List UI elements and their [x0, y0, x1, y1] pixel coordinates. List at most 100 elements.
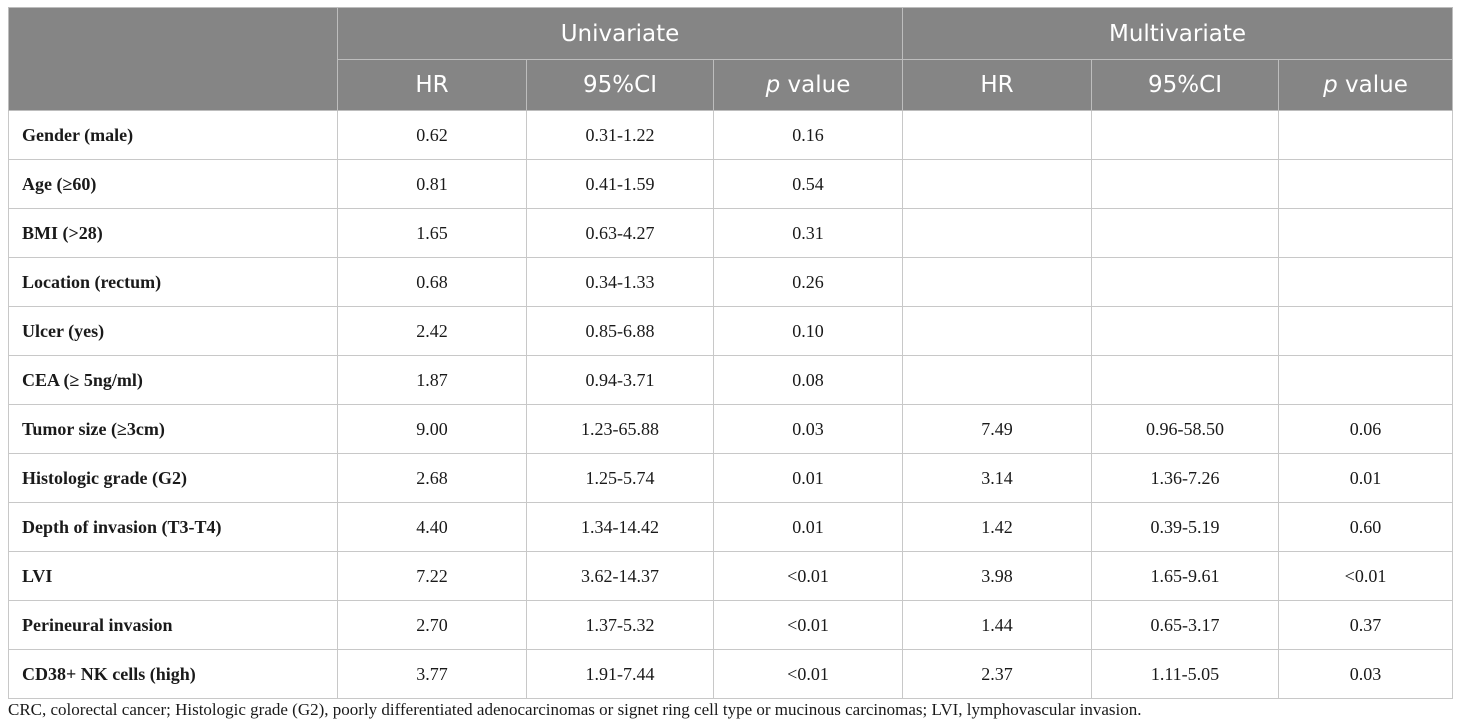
table-row: Age (≥60) 0.81 0.41-1.59 0.54: [8, 159, 1453, 209]
table-row: Tumor size (≥3cm) 9.00 1.23-65.88 0.03 7.49 0…: [8, 404, 1453, 454]
multivariate-hr-cell: 1.44: [902, 600, 1092, 650]
header-univariate-p: p value: [713, 59, 903, 111]
multivariate-p-cell: [1278, 306, 1453, 356]
multivariate-p-cell: [1278, 355, 1453, 405]
multivariate-hr-cell: [902, 208, 1092, 258]
multivariate-p-cell: [1278, 159, 1453, 209]
univariate-ci-cell: 3.62-14.37: [526, 551, 714, 601]
univariate-ci-cell: 1.37-5.32: [526, 600, 714, 650]
header-univariate: Univariate: [337, 7, 903, 60]
univariate-ci-cell: 1.34-14.42: [526, 502, 714, 552]
multivariate-p-cell: [1278, 110, 1453, 160]
multivariate-hr-cell: [902, 159, 1092, 209]
table-footnote: CRC, colorectal cancer; Histologic grade…: [8, 700, 1142, 719]
multivariate-hr-cell: [902, 306, 1092, 356]
multivariate-ci-cell: 0.39-5.19: [1091, 502, 1279, 552]
multivariate-p-cell: 0.60: [1278, 502, 1453, 552]
multivariate-ci-cell: 0.96-58.50: [1091, 404, 1279, 454]
univariate-p-cell: 0.10: [713, 306, 903, 356]
univariate-ci-cell: 0.31-1.22: [526, 110, 714, 160]
univariate-hr-cell: 2.70: [337, 600, 527, 650]
univariate-p-cell: <0.01: [713, 600, 903, 650]
multivariate-p-cell: [1278, 257, 1453, 307]
row-label-cell: Age (≥60): [8, 159, 338, 209]
univariate-p-cell: 0.03: [713, 404, 903, 454]
multivariate-p-cell: <0.01: [1278, 551, 1453, 601]
table-row: Ulcer (yes) 2.42 0.85-6.88 0.10: [8, 306, 1453, 356]
header-multivariate-p: p value: [1278, 59, 1453, 111]
univariate-p-cell: 0.01: [713, 502, 903, 552]
row-label-cell: Ulcer (yes): [8, 306, 338, 356]
table-row: CEA (≥ 5ng/ml) 1.87 0.94-3.71 0.08: [8, 355, 1453, 405]
univariate-hr-cell: 2.42: [337, 306, 527, 356]
univariate-hr-cell: 2.68: [337, 453, 527, 503]
multivariate-ci-cell: [1091, 306, 1279, 356]
univariate-ci-cell: 1.23-65.88: [526, 404, 714, 454]
table-row: LVI 7.22 3.62-14.37 <0.01 3.98 1.65-9.61 <0.01: [8, 551, 1453, 601]
univariate-hr-cell: 0.81: [337, 159, 527, 209]
row-label-cell: Depth of invasion (T3-T4): [8, 502, 338, 552]
header-multivariate-hr: HR: [902, 59, 1092, 111]
univariate-ci-cell: 0.63-4.27: [526, 208, 714, 258]
table-row: Histologic grade (G2) 2.68 1.25-5.74 0.01 3.…: [8, 453, 1453, 503]
multivariate-hr-cell: [902, 110, 1092, 160]
univariate-p-cell: 0.31: [713, 208, 903, 258]
row-label-cell: Gender (male): [8, 110, 338, 160]
row-label-cell: Histologic grade (G2): [8, 453, 338, 503]
univariate-p-cell: <0.01: [713, 551, 903, 601]
header-univariate-ci: 95%CI: [526, 59, 714, 111]
univariate-ci-cell: 0.85-6.88: [526, 306, 714, 356]
multivariate-hr-cell: [902, 355, 1092, 405]
row-label-cell: BMI (>28): [8, 208, 338, 258]
univariate-p-cell: 0.26: [713, 257, 903, 307]
univariate-hr-cell: 0.62: [337, 110, 527, 160]
table-row: BMI (>28) 1.65 0.63-4.27 0.31: [8, 208, 1453, 258]
univariate-p-cell: 0.54: [713, 159, 903, 209]
univariate-hr-cell: 1.87: [337, 355, 527, 405]
univariate-hr-cell: 1.65: [337, 208, 527, 258]
multivariate-ci-cell: [1091, 110, 1279, 160]
header-multivariate-ci: 95%CI: [1091, 59, 1279, 111]
multivariate-ci-cell: [1091, 257, 1279, 307]
univariate-p-cell: 0.01: [713, 453, 903, 503]
multivariate-p-cell: 0.06: [1278, 404, 1453, 454]
table-row: Gender (male) 0.62 0.31-1.22 0.16: [8, 110, 1453, 160]
regression-table: Univariate Multivariate HR 95%CI p value…: [8, 7, 1453, 699]
p-symbol: p: [1323, 72, 1338, 98]
header-row-columns: HR 95%CI p value HR 95%CI p value: [9, 59, 1453, 111]
multivariate-hr-cell: 7.49: [902, 404, 1092, 454]
table-row: Location (rectum) 0.68 0.34-1.33 0.26: [8, 257, 1453, 307]
multivariate-hr-cell: 3.14: [902, 453, 1092, 503]
univariate-ci-cell: 0.41-1.59: [526, 159, 714, 209]
row-label-cell: CEA (≥ 5ng/ml): [8, 355, 338, 405]
row-label-cell: LVI: [8, 551, 338, 601]
row-label-cell: Perineural invasion: [8, 600, 338, 650]
header-multivariate: Multivariate: [902, 7, 1453, 60]
multivariate-ci-cell: [1091, 208, 1279, 258]
p-value-word: value: [780, 72, 851, 98]
univariate-hr-cell: 3.77: [337, 649, 527, 699]
univariate-hr-cell: 4.40: [337, 502, 527, 552]
row-label-cell: Tumor size (≥3cm): [8, 404, 338, 454]
univariate-hr-cell: 9.00: [337, 404, 527, 454]
multivariate-hr-cell: 2.37: [902, 649, 1092, 699]
multivariate-ci-cell: 1.65-9.61: [1091, 551, 1279, 601]
row-label-cell: CD38+ NK cells (high): [8, 649, 338, 699]
univariate-hr-cell: 0.68: [337, 257, 527, 307]
multivariate-hr-cell: 1.42: [902, 502, 1092, 552]
multivariate-p-cell: 0.01: [1278, 453, 1453, 503]
multivariate-p-cell: [1278, 208, 1453, 258]
header-row-groups: Univariate Multivariate: [8, 7, 1453, 111]
p-value-word: value: [1337, 72, 1408, 98]
univariate-p-cell: <0.01: [713, 649, 903, 699]
univariate-ci-cell: 0.94-3.71: [526, 355, 714, 405]
row-label-cell: Location (rectum): [8, 257, 338, 307]
multivariate-ci-cell: [1091, 159, 1279, 209]
multivariate-hr-cell: 3.98: [902, 551, 1092, 601]
table-row: Perineural invasion 2.70 1.37-5.32 <0.01 1.4…: [8, 600, 1453, 650]
univariate-hr-cell: 7.22: [337, 551, 527, 601]
header-univariate-hr: HR: [337, 59, 527, 111]
multivariate-ci-cell: 1.36-7.26: [1091, 453, 1279, 503]
table-body: Gender (male) 0.62 0.31-1.22 0.16 Age (≥60) 0…: [8, 110, 1453, 699]
multivariate-p-cell: 0.03: [1278, 649, 1453, 699]
